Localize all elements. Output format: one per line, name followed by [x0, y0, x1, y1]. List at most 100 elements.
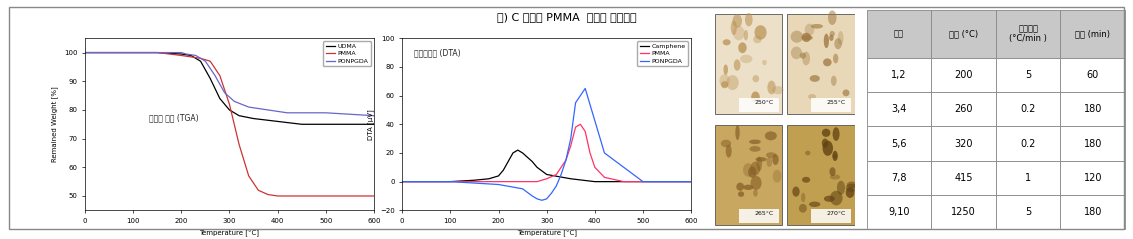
Line: Camphene: Camphene: [402, 150, 691, 182]
PONPGDA: [262, 109, 275, 111]
PMMA: [127, 51, 140, 54]
Ellipse shape: [833, 127, 840, 141]
PMMA: [569, 126, 582, 129]
PMMA: [295, 195, 308, 197]
Camphene: [511, 149, 525, 152]
Ellipse shape: [731, 21, 736, 35]
Bar: [811, 209, 851, 223]
Text: 270°C: 270°C: [826, 211, 845, 216]
Ellipse shape: [752, 75, 759, 82]
Camphene: [684, 180, 698, 183]
PMMA: [213, 74, 227, 77]
Ellipse shape: [733, 26, 744, 40]
PMMA: [637, 180, 650, 183]
Ellipse shape: [750, 176, 761, 190]
Ellipse shape: [740, 55, 752, 63]
PONPGDA: [281, 111, 295, 114]
Camphene: [483, 177, 496, 180]
Ellipse shape: [845, 184, 857, 192]
Ellipse shape: [824, 34, 829, 48]
Text: 265°C: 265°C: [755, 211, 773, 216]
Ellipse shape: [811, 24, 823, 29]
Ellipse shape: [799, 204, 807, 213]
Ellipse shape: [732, 14, 742, 28]
PMMA: [271, 195, 284, 197]
PMMA: [564, 144, 578, 147]
PONPGDA: [228, 100, 241, 103]
Text: 시차열분석 (DTA): 시차열분석 (DTA): [414, 49, 460, 57]
Ellipse shape: [829, 31, 835, 37]
Ellipse shape: [837, 181, 845, 195]
Y-axis label: Remained Weight [%]: Remained Weight [%]: [51, 87, 58, 162]
PONPGDA: [637, 180, 650, 183]
Camphene: [637, 180, 650, 183]
X-axis label: Temperature [°C]: Temperature [°C]: [199, 229, 259, 237]
PONPGDA: [367, 114, 381, 117]
UDMA: [151, 51, 164, 54]
Ellipse shape: [802, 52, 810, 65]
Ellipse shape: [738, 191, 744, 197]
Ellipse shape: [773, 86, 784, 94]
Ellipse shape: [736, 183, 744, 191]
Bar: [715, 125, 783, 225]
Ellipse shape: [753, 36, 761, 43]
PMMA: [684, 180, 698, 183]
Ellipse shape: [843, 89, 850, 96]
PONPGDA: [545, 192, 559, 195]
Ellipse shape: [800, 53, 806, 59]
PONPGDA: [102, 51, 116, 54]
Ellipse shape: [749, 146, 760, 152]
PONPGDA: [564, 137, 578, 140]
PMMA: [78, 51, 92, 54]
Camphene: [516, 152, 529, 154]
Ellipse shape: [766, 152, 776, 158]
PONPGDA: [198, 60, 212, 63]
Legend: Camphene, PMMA, PONPGDA: Camphene, PMMA, PONPGDA: [637, 41, 688, 66]
UDMA: [247, 117, 261, 120]
Ellipse shape: [823, 58, 832, 66]
Ellipse shape: [829, 174, 841, 179]
Camphene: [395, 180, 409, 183]
PONPGDA: [320, 111, 333, 114]
Ellipse shape: [773, 170, 782, 183]
Ellipse shape: [751, 92, 760, 103]
Ellipse shape: [719, 74, 730, 87]
PMMA: [492, 180, 505, 183]
PMMA: [550, 173, 563, 176]
PMMA: [367, 195, 381, 197]
Ellipse shape: [743, 30, 748, 41]
PONPGDA: [569, 101, 582, 104]
Ellipse shape: [735, 125, 740, 140]
PONPGDA: [179, 53, 193, 55]
Ellipse shape: [821, 129, 830, 137]
Line: PMMA: PMMA: [402, 124, 691, 182]
UDMA: [204, 77, 218, 80]
Ellipse shape: [804, 24, 815, 36]
PONPGDA: [492, 183, 505, 186]
Ellipse shape: [833, 151, 837, 161]
UDMA: [174, 53, 188, 55]
Ellipse shape: [828, 10, 836, 25]
PONPGDA: [579, 87, 593, 90]
PMMA: [540, 177, 554, 180]
Camphene: [492, 174, 505, 177]
Ellipse shape: [746, 13, 752, 26]
PONPGDA: [535, 199, 548, 202]
PONPGDA: [78, 51, 92, 54]
Ellipse shape: [773, 154, 778, 165]
PONPGDA: [516, 187, 529, 190]
Ellipse shape: [726, 75, 739, 90]
Ellipse shape: [833, 54, 838, 63]
Bar: [787, 125, 854, 225]
Text: 255°C: 255°C: [826, 100, 845, 105]
Ellipse shape: [726, 145, 732, 158]
Ellipse shape: [765, 131, 777, 140]
PONPGDA: [208, 74, 222, 77]
UDMA: [295, 123, 308, 126]
Ellipse shape: [791, 47, 802, 59]
PMMA: [242, 174, 256, 177]
PMMA: [530, 180, 544, 183]
Ellipse shape: [802, 35, 812, 40]
Ellipse shape: [721, 81, 729, 88]
Bar: [715, 14, 783, 114]
